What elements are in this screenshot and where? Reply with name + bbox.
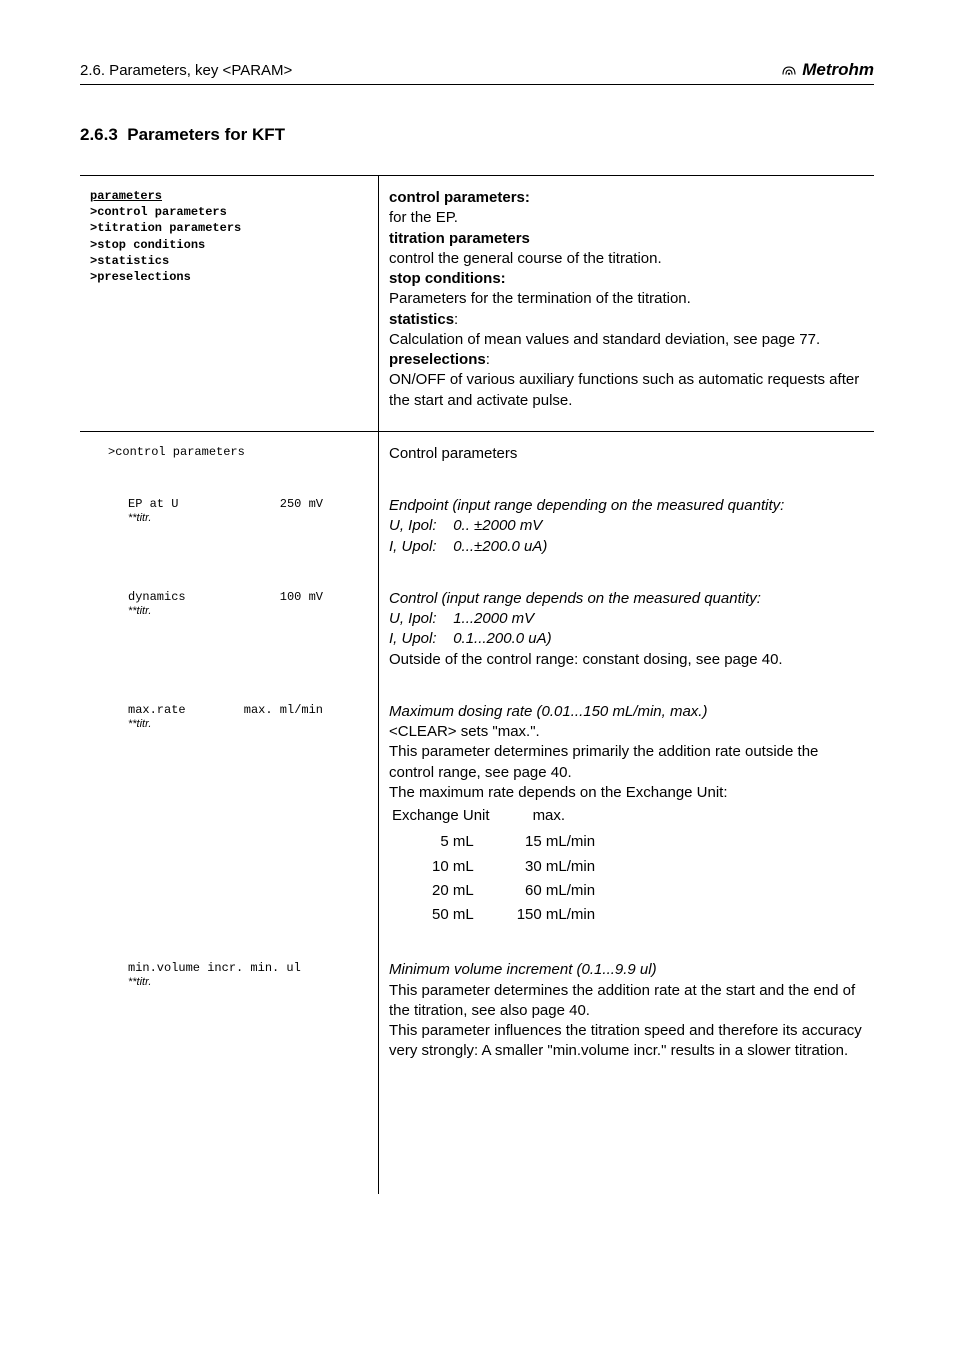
pr-heading: preselections [389,351,486,368]
param-value: 250 mV [280,496,323,512]
eu-r1b: 15 mL/min [516,831,635,853]
brand-name: Metrohm [802,60,874,80]
dyn-d2b: 1...2000 mV [453,610,534,627]
menu-item: >preselections [90,270,191,284]
section-title: Parameters for KFT [127,125,285,144]
dyn-d4: Outside of the control range: constant d… [389,651,783,668]
param-ep: EP at U 250 mV [128,496,323,512]
param-minvol: min.volume incr. min. ul [128,960,368,976]
eu-r1a: 5 mL [431,831,514,853]
eu-th1: Exchange Unit [391,805,530,827]
menu-item: >titration parameters [90,221,241,235]
content-table: parameters >control parameters >titratio… [80,175,874,1194]
st-text: Calculation of mean values and standard … [389,331,820,348]
tp-heading: titration parameters [389,230,530,247]
dyn-d1: Control (input range depends on the meas… [389,590,761,607]
dyn-d2a: U, Ipol: [389,610,437,627]
rate-d2: <CLEAR> sets "max.". [389,723,540,740]
st-heading: statistics [389,311,454,328]
dyn-description: Control (input range depends on the meas… [389,589,864,670]
cp-heading: control parameters: [389,189,530,206]
sc-text: Parameters for the termination of the ti… [389,290,691,307]
param-value: 100 mV [280,589,323,605]
rate-d1: Maximum dosing rate (0.01...150 mL/min, … [389,703,707,720]
param-value: max. ml/min [244,702,323,718]
titr-note: **titr. [128,976,368,988]
minvol-d2: This parameter determines the addition r… [389,982,855,1019]
exchange-unit-table: Exchange Unitmax. [389,803,607,829]
control-params-heading: Control parameters [389,444,864,464]
exchange-unit-rows: 5 mL15 mL/min 10 mL30 mL/min 20 mL60 mL/… [429,829,637,928]
menu-item: >control parameters [90,205,227,219]
eu-r2b: 30 mL/min [516,856,635,878]
page-header: 2.6. Parameters, key <PARAM> Metrohm [80,60,874,85]
ep-description: Endpoint (input range depending on the m… [389,496,864,557]
parameters-menu: parameters >control parameters >titratio… [90,188,368,285]
section-number: 2.6.3 [80,125,118,144]
menu-title: parameters [90,189,162,203]
ep-d3b: 0...±200.0 uA) [453,538,547,555]
rate-d3: This parameter determines primarily the … [389,743,818,780]
sc-heading: stop conditions: [389,270,506,287]
brand: Metrohm [780,60,874,80]
eu-r4a: 50 mL [431,904,514,926]
eu-r4b: 150 mL/min [516,904,635,926]
ep-d2b: 0.. ±2000 mV [453,517,542,534]
eu-th2: max. [532,805,606,827]
eu-r3b: 60 mL/min [516,880,635,902]
titr-note: **titr. [128,512,368,524]
eu-r3a: 20 mL [431,880,514,902]
control-params-label: >control parameters [90,444,368,460]
cp-text: for the EP. [389,209,458,226]
ep-d3a: I, Upol: [389,538,437,555]
titr-note: **titr. [128,718,368,730]
ep-d2a: U, Ipol: [389,517,437,534]
rate-d4: The maximum rate depends on the Exchange… [389,784,728,801]
minvol-d3: This parameter influences the titration … [389,1022,862,1059]
breadcrumb: 2.6. Parameters, key <PARAM> [80,62,292,79]
param-maxrate: max.rate max. ml/min [128,702,323,718]
param-label: max.rate [128,702,186,718]
menu-item: >stop conditions [90,238,205,252]
pr-text: ON/OFF of various auxiliary functions su… [389,371,859,408]
param-label: dynamics [128,589,186,605]
dyn-d3b: 0.1...200.0 uA) [453,630,551,647]
eu-r2a: 10 mL [431,856,514,878]
menu-item: >statistics [90,254,169,268]
section-heading: 2.6.3 Parameters for KFT [80,125,874,145]
minvol-d1: Minimum volume increment (0.1...9.9 ul) [389,961,657,978]
ep-d1: Endpoint (input range depending on the m… [389,497,784,514]
rate-description: Maximum dosing rate (0.01...150 mL/min, … [389,702,864,929]
minvol-description: Minimum volume increment (0.1...9.9 ul) … [389,960,864,1061]
param-label: EP at U [128,496,178,512]
titr-note: **titr. [128,605,368,617]
overview-description: control parameters: for the EP. titratio… [389,188,864,411]
param-dynamics: dynamics 100 mV [128,589,323,605]
tp-text: control the general course of the titrat… [389,250,662,267]
dyn-d3a: I, Upol: [389,630,437,647]
metrohm-logo-icon [780,61,798,79]
